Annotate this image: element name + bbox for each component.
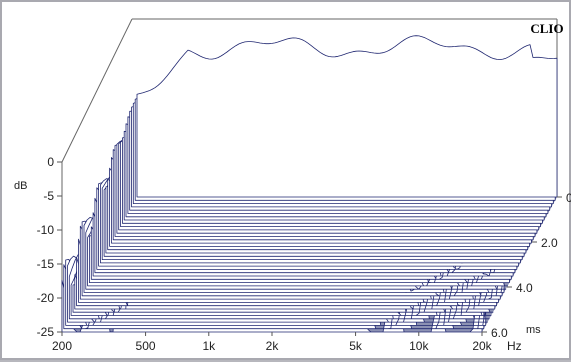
y-tick-label: -10 xyxy=(37,223,55,237)
x-tick-label: 20k xyxy=(472,339,492,353)
x-tick-label: 10k xyxy=(409,339,429,353)
x-tick-label: 2k xyxy=(266,339,280,353)
x-axis-unit: Hz xyxy=(507,339,522,353)
x-tick-label: 500 xyxy=(136,339,156,353)
y-tick-label: -20 xyxy=(37,291,55,305)
decay-trace xyxy=(136,35,558,198)
z-tick-label: 4.0 xyxy=(516,281,533,295)
y-tick-label: -25 xyxy=(37,325,55,339)
z-axis-unit: ms xyxy=(526,324,541,336)
left-wall-top-edge xyxy=(61,18,133,163)
x-tick-label: 1k xyxy=(202,339,216,353)
x-tick-label: 5k xyxy=(349,339,363,353)
y-tick-label: -15 xyxy=(37,257,55,271)
decay-traces xyxy=(61,35,558,333)
brand-label: CLIO xyxy=(530,21,563,36)
y-tick-label: -5 xyxy=(43,189,54,203)
x-tick-label: 200 xyxy=(52,339,72,353)
z-tick-label: 0 xyxy=(566,191,571,205)
z-tick-label: 6.0 xyxy=(491,326,508,340)
z-tick-label: 2.0 xyxy=(541,236,558,250)
y-axis-unit: dB xyxy=(14,180,27,192)
y-tick-label: 0 xyxy=(47,155,54,169)
